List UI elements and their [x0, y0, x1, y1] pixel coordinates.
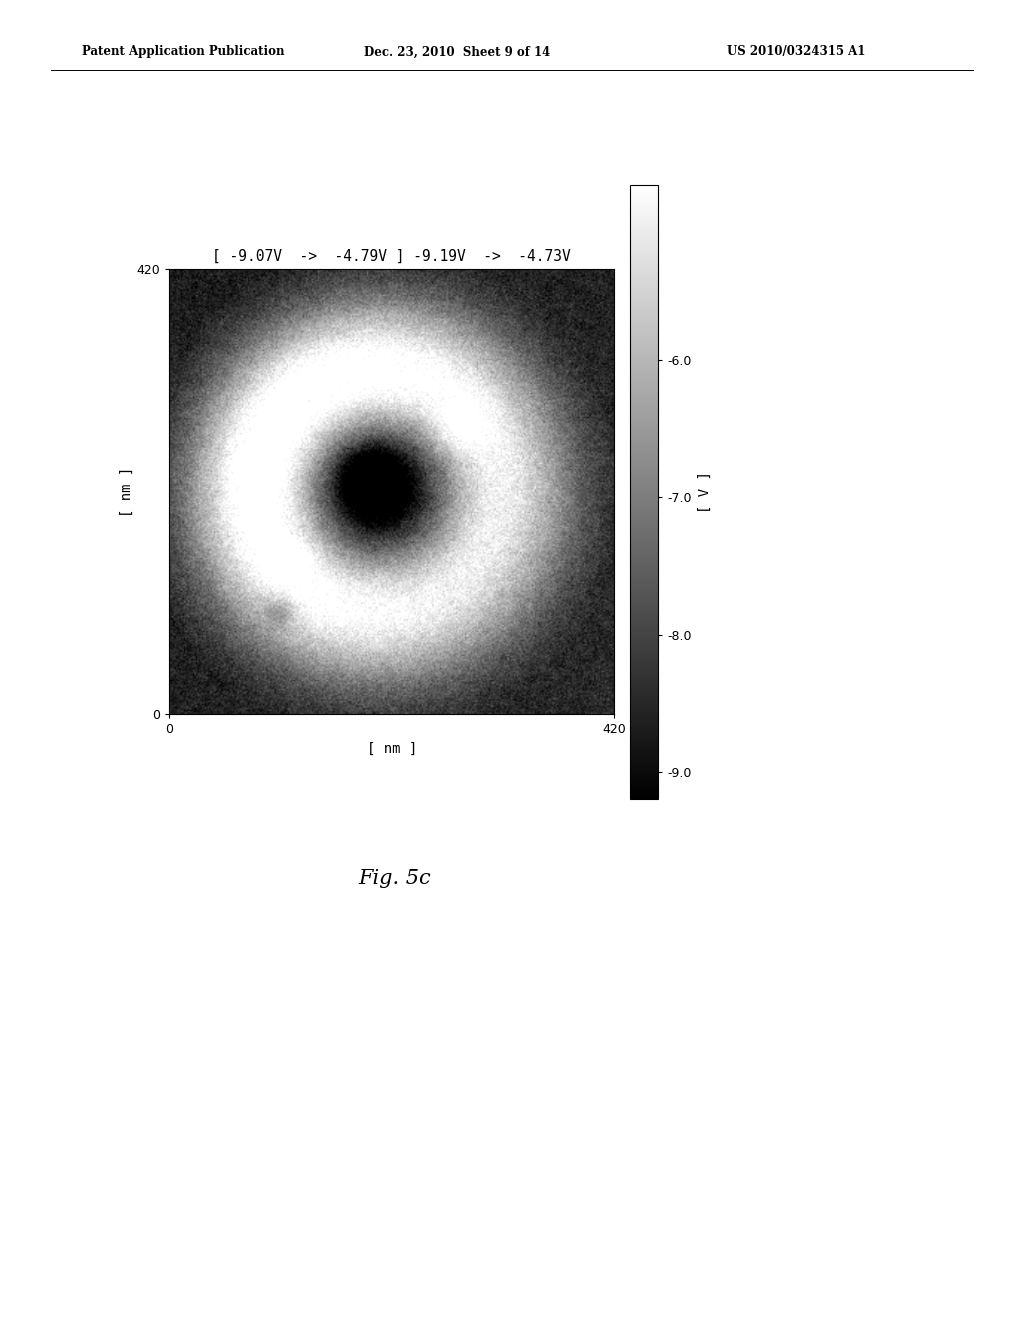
Title: [ -9.07V  ->  -4.79V ] -9.19V  ->  -4.73V: [ -9.07V -> -4.79V ] -9.19V -> -4.73V — [212, 248, 571, 264]
Text: US 2010/0324315 A1: US 2010/0324315 A1 — [727, 45, 865, 58]
X-axis label: [ nm ]: [ nm ] — [367, 742, 417, 756]
Text: Dec. 23, 2010  Sheet 9 of 14: Dec. 23, 2010 Sheet 9 of 14 — [364, 45, 550, 58]
Text: Fig. 5c: Fig. 5c — [357, 870, 431, 888]
Y-axis label: [ nm ]: [ nm ] — [120, 466, 133, 517]
Text: Patent Application Publication: Patent Application Publication — [82, 45, 285, 58]
Y-axis label: [ V ]: [ V ] — [697, 471, 712, 512]
